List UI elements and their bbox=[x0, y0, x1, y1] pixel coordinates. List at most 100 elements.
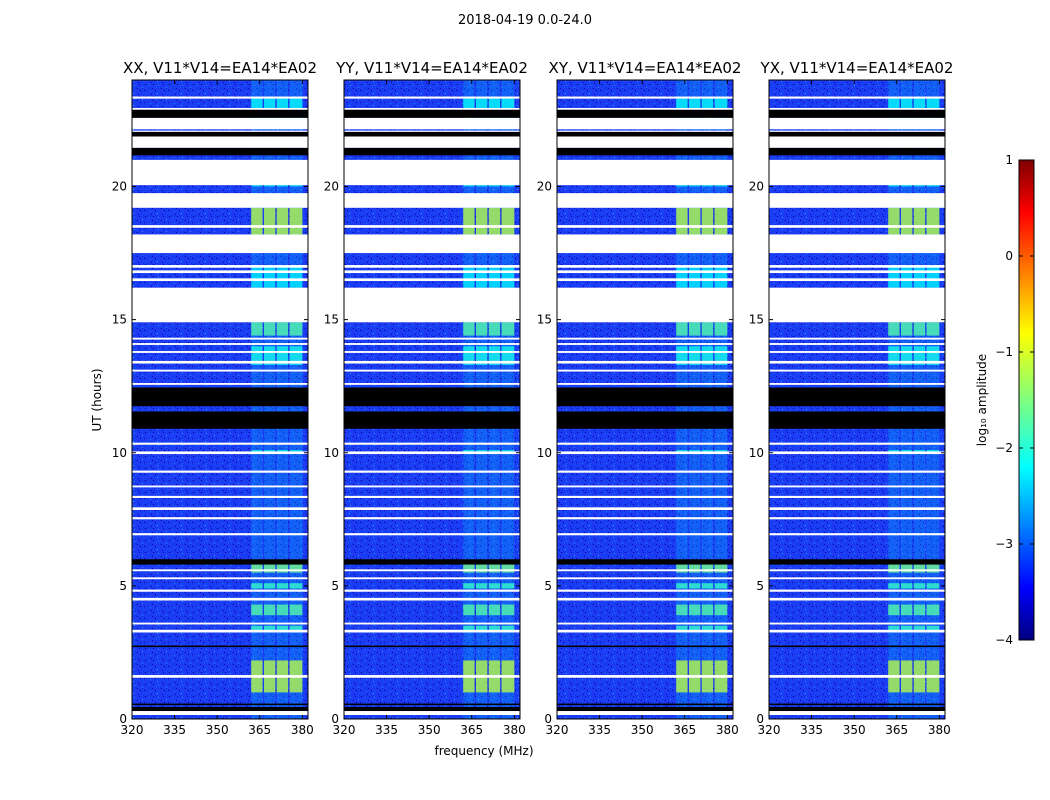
rfi-block bbox=[476, 207, 488, 235]
flagged-white-row bbox=[344, 589, 520, 592]
flagged-white-row bbox=[557, 193, 733, 208]
rfi-block bbox=[714, 322, 728, 336]
rfi-block bbox=[251, 266, 263, 288]
rfi-block bbox=[926, 561, 940, 573]
flagged-white-row bbox=[769, 337, 945, 340]
flagged-white-row bbox=[132, 278, 308, 282]
flagged-white-row bbox=[769, 622, 945, 625]
flagged-white-row bbox=[132, 136, 308, 148]
flagged-white-row bbox=[557, 96, 733, 99]
flagged-white-row bbox=[557, 107, 733, 110]
rfi-block bbox=[488, 346, 501, 365]
panel-title: YY, V11*V14=EA14*EA02 bbox=[335, 59, 528, 77]
flagged-white-row bbox=[557, 485, 733, 488]
panel-2: XY, V11*V14=EA14*EA02 320 335 350 365 380 0 5 10… bbox=[537, 59, 742, 737]
rfi-block bbox=[676, 322, 688, 336]
rfi-block bbox=[689, 207, 701, 235]
flagged-white-row bbox=[132, 159, 308, 186]
flagged-white-row bbox=[557, 234, 733, 254]
flagged-white-row bbox=[557, 360, 733, 364]
rfi-block bbox=[488, 266, 501, 288]
rfi-block bbox=[701, 561, 714, 573]
x-tick-label: 365 bbox=[248, 723, 271, 737]
rfi-block bbox=[689, 604, 701, 616]
flagged-black-row bbox=[557, 703, 733, 706]
y-tick-label: 20 bbox=[112, 180, 127, 194]
flagged-white-row bbox=[557, 589, 733, 592]
flagged-black-row bbox=[557, 109, 733, 118]
rfi-block bbox=[689, 322, 701, 336]
rfi-block bbox=[289, 561, 303, 573]
rfi-block bbox=[926, 583, 940, 589]
y-tick-label: 15 bbox=[537, 313, 552, 327]
rfi-block bbox=[501, 98, 515, 108]
flagged-white-row bbox=[132, 382, 308, 385]
flagged-black-row bbox=[132, 411, 308, 429]
flagged-white-row bbox=[132, 470, 308, 473]
flagged-black-row bbox=[557, 387, 733, 407]
rfi-block bbox=[476, 561, 488, 573]
flagged-white-row bbox=[132, 130, 308, 132]
x-tick-label: 350 bbox=[843, 723, 866, 737]
flagged-white-row bbox=[557, 597, 733, 601]
flagged-white-row bbox=[344, 675, 520, 678]
rfi-block bbox=[888, 583, 900, 589]
rfi-block bbox=[888, 625, 900, 633]
flagged-black-row bbox=[344, 645, 520, 648]
panel-frame bbox=[556, 79, 734, 720]
rfi-block bbox=[888, 346, 900, 365]
flagged-white-row bbox=[769, 107, 945, 110]
rfi-block bbox=[689, 266, 701, 288]
flagged-white-row bbox=[557, 117, 733, 130]
y-tick-label: 20 bbox=[324, 180, 339, 194]
flagged-white-row bbox=[132, 577, 308, 580]
rfi-block bbox=[689, 561, 701, 573]
flagged-black-row bbox=[769, 131, 945, 137]
rfi-block bbox=[676, 561, 688, 573]
x-tick-label: 380 bbox=[503, 723, 526, 737]
figure-title: 2018-04-19 0.0-24.0 bbox=[458, 13, 592, 28]
rfi-block bbox=[276, 346, 289, 365]
flagged-black-row bbox=[132, 147, 308, 156]
rfi-block bbox=[463, 266, 475, 288]
flagged-white-row bbox=[132, 337, 308, 340]
panel-frame bbox=[131, 79, 309, 720]
y-tick-label: 15 bbox=[749, 313, 764, 327]
rfi-block bbox=[264, 207, 276, 235]
flagged-black-row bbox=[344, 387, 520, 407]
rfi-block bbox=[676, 583, 688, 589]
flagged-white-row bbox=[769, 234, 945, 254]
flagged-white-row bbox=[769, 517, 945, 520]
flagged-black-row bbox=[769, 645, 945, 648]
flagged-white-row bbox=[769, 495, 945, 499]
flagged-black-row bbox=[132, 707, 308, 712]
rfi-block bbox=[276, 583, 289, 589]
flagged-white-row bbox=[769, 470, 945, 473]
x-tick-label: 365 bbox=[885, 723, 908, 737]
flagged-white-row bbox=[557, 711, 733, 716]
flagged-white-row bbox=[344, 159, 520, 186]
flagged-white-row bbox=[769, 130, 945, 132]
rfi-block bbox=[463, 604, 475, 616]
rfi-block bbox=[676, 625, 688, 633]
panel-frame bbox=[343, 79, 521, 720]
flagged-white-row bbox=[344, 234, 520, 254]
flagged-white-row bbox=[344, 569, 520, 572]
flagged-white-row bbox=[557, 622, 733, 625]
rfi-block bbox=[463, 346, 475, 365]
flagged-white-row bbox=[132, 343, 308, 345]
rfi-block bbox=[689, 583, 701, 589]
flagged-white-row bbox=[557, 470, 733, 473]
y-tick-label: 10 bbox=[112, 446, 127, 460]
flagged-white-row bbox=[769, 193, 945, 208]
colorbar-tick-label: 0 bbox=[1005, 249, 1013, 263]
flagged-white-row bbox=[769, 136, 945, 148]
rfi-block bbox=[463, 322, 475, 336]
flagged-white-row bbox=[132, 589, 308, 592]
flagged-white-row bbox=[344, 117, 520, 130]
flagged-white-row bbox=[344, 270, 520, 274]
rfi-block bbox=[676, 604, 688, 616]
rfi-block bbox=[476, 625, 488, 633]
rfi-block bbox=[926, 322, 940, 336]
flagged-white-row bbox=[344, 622, 520, 625]
